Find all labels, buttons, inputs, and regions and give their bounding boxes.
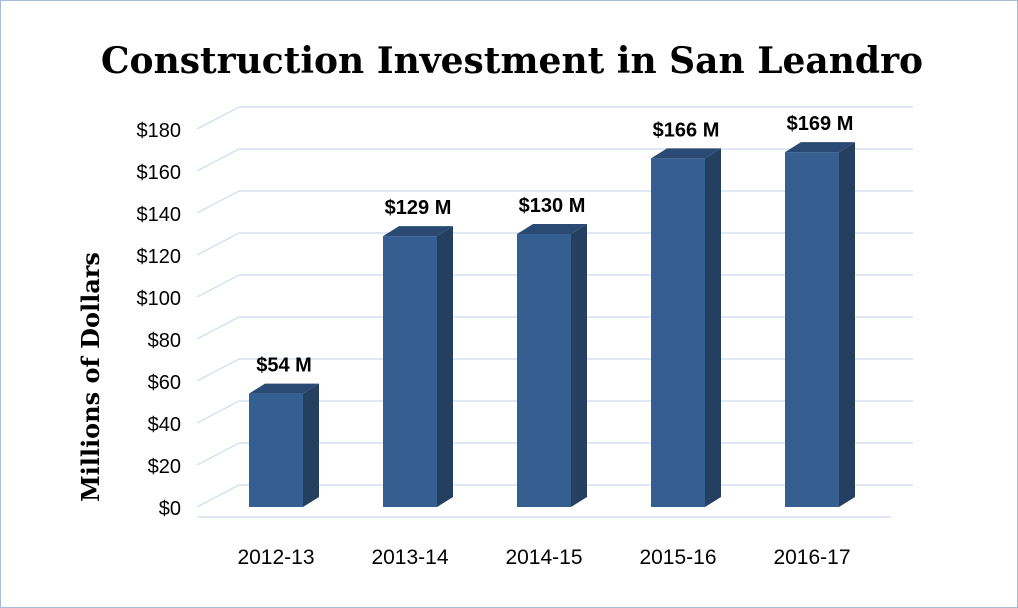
gridline-floor-edge <box>196 442 240 466</box>
x-tick-label: 2013-14 <box>371 546 448 569</box>
y-tick-label: $100 <box>137 288 182 310</box>
data-label: $130 M <box>519 195 586 217</box>
data-label: $169 M <box>787 113 854 135</box>
data-label: $54 M <box>256 355 312 377</box>
bar <box>517 224 587 507</box>
bar-front <box>517 234 571 507</box>
gridline-floor-edge <box>196 148 240 172</box>
bars <box>249 142 855 507</box>
bar-front <box>785 152 839 507</box>
y-tick-label: $80 <box>148 330 181 352</box>
data-label: $166 M <box>653 119 720 141</box>
bar-top <box>785 142 855 153</box>
bar-side <box>839 142 855 507</box>
bar-front <box>249 393 303 507</box>
y-axis-label: Millions of Dollars <box>76 252 105 502</box>
bar-side <box>571 224 587 507</box>
gridline-floor-edge <box>196 484 240 508</box>
bar <box>785 142 855 507</box>
bar-top <box>249 383 319 394</box>
bar-side <box>437 226 453 507</box>
bar-side <box>303 383 319 507</box>
y-tick-label: $140 <box>137 204 182 226</box>
y-tick-label: $160 <box>137 162 182 184</box>
gridline-floor-edge <box>196 106 240 130</box>
bar-top <box>651 148 721 159</box>
gridline-floor-edge <box>196 190 240 214</box>
bar-top <box>383 226 453 237</box>
data-label: $129 M <box>385 197 452 219</box>
gridline-floor-edge <box>196 400 240 424</box>
y-tick-label: $180 <box>137 120 182 142</box>
bar <box>651 148 721 507</box>
y-tick-label: $0 <box>159 498 181 520</box>
y-axis-ticks: $0 $20 $40 $60 $80 $100 $120 $140 $160 $180 <box>137 120 182 520</box>
gridline-floor-edge <box>196 316 240 340</box>
bar <box>383 226 453 507</box>
x-tick-label: 2015-16 <box>639 546 716 569</box>
gridline-floor-edge <box>196 358 240 382</box>
data-labels: $54 M $129 M $130 M $166 M $169 M <box>256 113 853 377</box>
y-tick-label: $60 <box>148 372 181 394</box>
x-axis-ticks: 2012-13 2013-14 2014-15 2015-16 2016-17 <box>237 546 850 569</box>
x-tick-label: 2012-13 <box>237 546 314 569</box>
y-tick-label: $40 <box>148 414 181 436</box>
bar-front <box>651 158 705 507</box>
gridline-floor-edge <box>196 274 240 298</box>
y-tick-label: $20 <box>148 456 181 478</box>
y-tick-label: $120 <box>137 246 182 268</box>
bar <box>249 383 319 507</box>
chart-title: Construction Investment in San Leandro <box>101 40 923 82</box>
bar-top <box>517 224 587 234</box>
bar-side <box>705 148 721 507</box>
x-tick-label: 2014-15 <box>505 546 582 569</box>
bar-front <box>383 236 437 507</box>
gridline-floor-edge <box>196 232 240 256</box>
x-tick-label: 2016-17 <box>773 546 850 569</box>
